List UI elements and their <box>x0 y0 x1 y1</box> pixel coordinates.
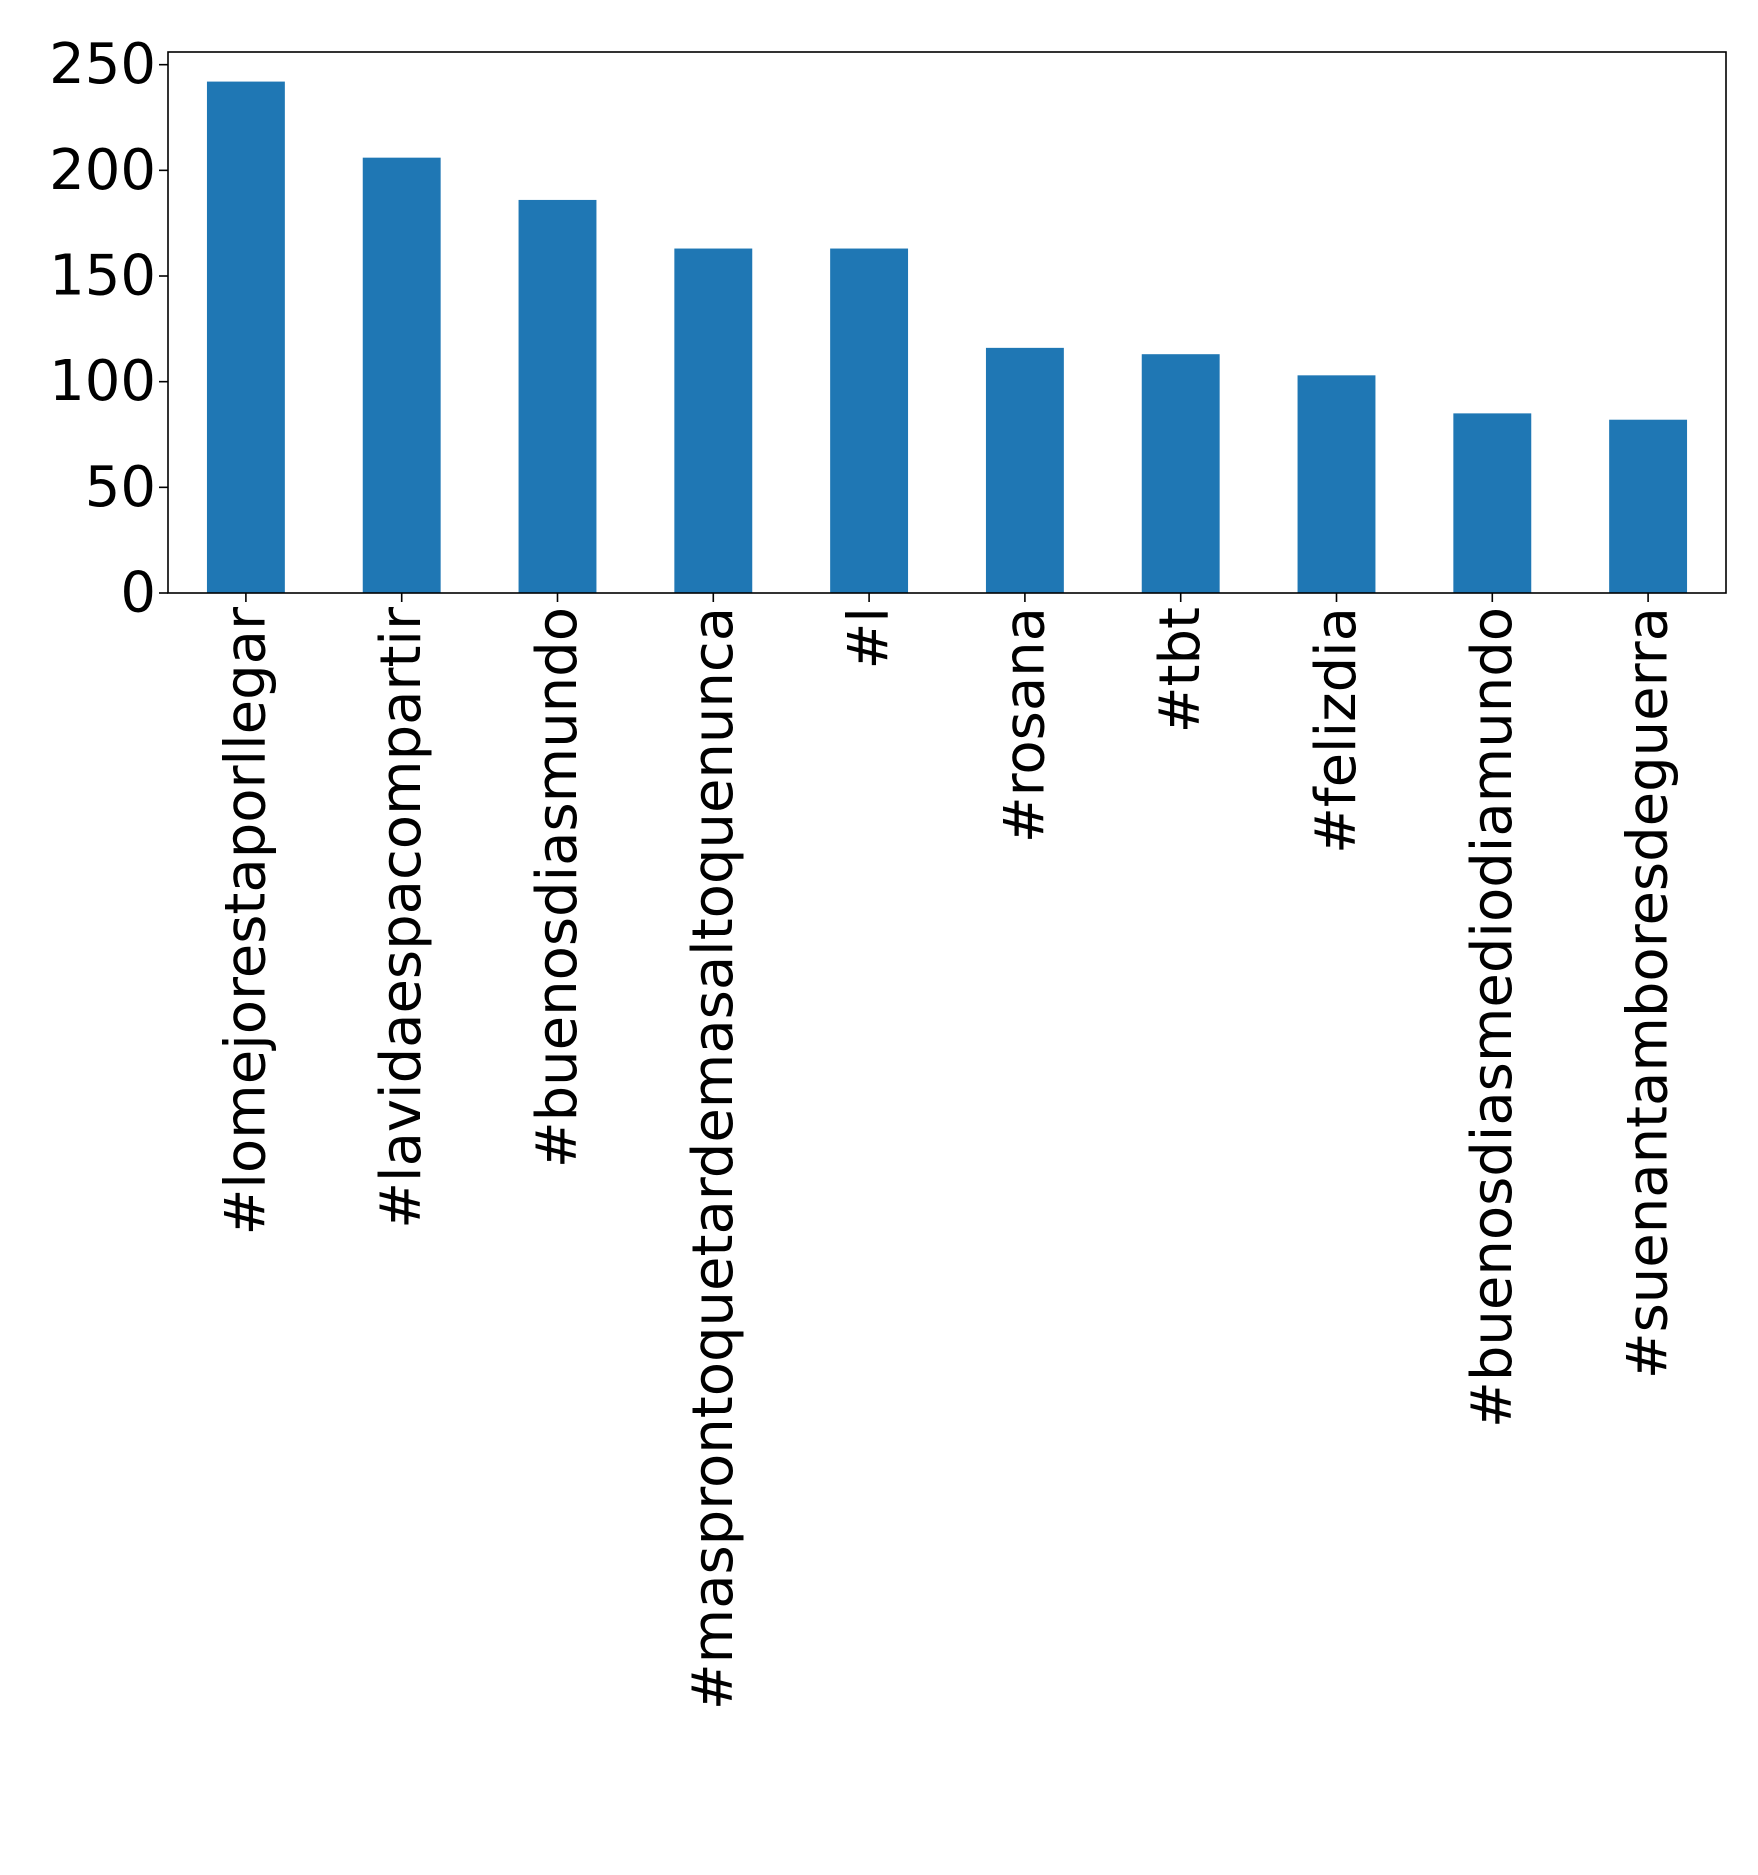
x-tick-label: #rosana <box>992 607 1057 843</box>
y-tick-label: 100 <box>49 349 156 414</box>
bar <box>674 248 753 593</box>
bar <box>1453 413 1532 593</box>
x-tick-label: #buenosdiasmediodiamundo <box>1460 607 1525 1428</box>
y-tick-label: 50 <box>85 455 156 520</box>
x-tick-label: #tbt <box>1148 607 1213 733</box>
bar <box>830 248 909 593</box>
bar <box>1297 375 1376 593</box>
bar <box>362 157 441 593</box>
x-tick-label: #suenantamboresdeguerra <box>1616 607 1681 1379</box>
y-tick-label: 200 <box>49 138 156 203</box>
bar <box>206 81 285 593</box>
y-tick-label: 250 <box>49 32 156 97</box>
y-tick-label: 150 <box>49 244 156 309</box>
x-tick-label: #l <box>837 607 902 669</box>
bars-layer <box>206 81 1688 593</box>
x-axis: #lomejorestaporllegar #lavidaespacomparti… <box>213 593 1681 1710</box>
x-tick-label: #felizdia <box>1304 607 1369 854</box>
y-axis: 0 50 100 150 200 250 <box>49 32 168 626</box>
bar <box>518 199 597 593</box>
x-tick-label: #lavidaespacompartir <box>369 606 434 1229</box>
x-tick-label: #lomejorestaporllegar <box>213 606 278 1236</box>
x-tick-label: #buenosdiasmundo <box>525 607 590 1168</box>
plot-frame <box>167 51 1727 594</box>
x-tick-label: #masprontoquetardemasaltoquenunca <box>681 607 746 1710</box>
y-tick-label: 0 <box>120 561 156 626</box>
bar <box>1609 419 1688 593</box>
bar <box>1141 354 1220 593</box>
bar <box>985 347 1064 593</box>
